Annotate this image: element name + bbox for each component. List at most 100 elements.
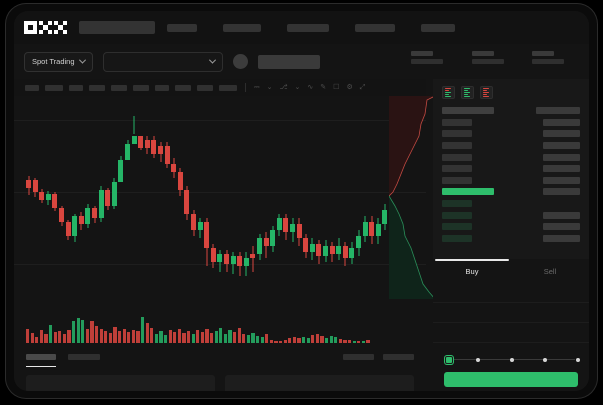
nav-item-1[interactable] (167, 23, 197, 32)
order-book-row-spread[interactable] (442, 186, 580, 198)
order-book-row-ask[interactable] (442, 140, 580, 152)
candle (111, 96, 117, 299)
order-book-rows[interactable] (433, 105, 589, 244)
candle-body (39, 192, 45, 200)
interval-button-5[interactable] (111, 84, 127, 91)
amount-percent-slider[interactable] (445, 355, 580, 364)
volume-bar (274, 341, 278, 343)
interval-button-4[interactable] (89, 84, 105, 91)
order-book-mode-buttons[interactable] (433, 79, 589, 105)
order-book-row-ask[interactable] (442, 163, 580, 175)
indicator-icon[interactable]: ⎓ (254, 84, 260, 91)
order-book-row-ask[interactable] (442, 151, 580, 163)
tab-sell[interactable]: Sell (543, 266, 557, 276)
chevron-down-icon-1[interactable]: ⌄ (266, 84, 273, 91)
pencil-icon[interactable]: ✎ (320, 84, 327, 91)
interval-button-6[interactable] (133, 84, 149, 91)
interval-button-1[interactable] (25, 84, 39, 91)
order-book-amount (543, 142, 580, 150)
interval-button-8[interactable] (175, 84, 191, 91)
candle-body (59, 208, 64, 222)
volume-bar (90, 321, 94, 343)
interval-button-10[interactable] (219, 84, 237, 91)
candle-body (362, 222, 368, 236)
orders-tab-list[interactable] (14, 347, 426, 367)
order-book-row-bid[interactable] (442, 209, 580, 221)
volume-bar (26, 329, 30, 343)
candle (382, 96, 388, 299)
orderbook-mode-asks[interactable] (480, 86, 493, 99)
tab-buy[interactable]: Buy (433, 259, 511, 283)
global-search-input[interactable] (79, 21, 155, 34)
bottom-tab-open-orders[interactable] (26, 354, 56, 367)
candle-body (303, 238, 309, 252)
order-book-row-ask[interactable] (442, 175, 580, 187)
order-book-row-bid[interactable] (442, 221, 580, 233)
candle-body (257, 238, 262, 254)
candle-body (52, 194, 58, 208)
price-input-row[interactable] (433, 303, 589, 323)
wave-indicator-icon[interactable]: ∿ (307, 84, 314, 91)
order-book-price (442, 165, 472, 173)
interval-buttons[interactable] (25, 84, 237, 91)
trading-pair-dropdown[interactable] (102, 51, 223, 72)
order-book-row-ask[interactable] (442, 117, 580, 129)
camera-icon[interactable]: ☐ (333, 84, 340, 91)
orders-actions[interactable] (343, 354, 414, 360)
nav-item-2[interactable] (223, 23, 261, 32)
candle-wick (133, 116, 135, 134)
chevron-down-icon-2[interactable]: ⌄ (294, 84, 301, 91)
candle-body (356, 236, 361, 248)
candle-body (105, 190, 111, 206)
nav-item-5[interactable] (421, 23, 455, 32)
candle-body (290, 224, 295, 232)
candle (85, 96, 91, 299)
volume-bar (95, 326, 99, 343)
candle-body (98, 190, 104, 218)
order-book-row-header[interactable] (442, 105, 580, 117)
interval-button-3[interactable] (69, 84, 83, 91)
interval-button-2[interactable] (45, 84, 63, 91)
settings-gear-icon[interactable]: ⚙ (346, 84, 353, 91)
orderbook-mode-bids[interactable] (461, 86, 474, 99)
slider-stop-50[interactable] (509, 357, 514, 362)
order-book-row-bid[interactable] (442, 198, 580, 210)
interval-button-9[interactable] (197, 84, 213, 91)
bottom-action-1[interactable] (343, 354, 374, 360)
candle (349, 96, 355, 299)
nav-item-4[interactable] (355, 23, 395, 32)
fullscreen-icon[interactable]: ⤢ (359, 84, 366, 91)
volume-bar (49, 325, 53, 343)
order-book-row-ask[interactable] (442, 128, 580, 140)
submit-buy-button[interactable] (444, 372, 578, 387)
candlestick-chart[interactable] (14, 96, 426, 299)
okx-logo-icon[interactable] (24, 21, 67, 34)
chart-type-icon[interactable]: ⎇ (279, 84, 288, 91)
order-book-row-bid[interactable] (442, 233, 580, 245)
slider-handle[interactable] (445, 355, 453, 364)
toolbar-icon-group[interactable]: ⎓ ⌄ ⎇ ⌄ ∿ ✎ ☐ ⚙ ⤢ (254, 84, 365, 91)
order-book-price (442, 234, 472, 242)
orderbook-mode-both[interactable] (442, 86, 455, 99)
bottom-action-2[interactable] (383, 354, 414, 360)
candle (316, 96, 322, 299)
slider-stop-75[interactable] (542, 357, 547, 362)
spot-trading-dropdown[interactable]: Spot Trading (24, 51, 93, 72)
volume-bar (35, 337, 39, 343)
candle (237, 96, 243, 299)
amount-input-row[interactable] (433, 323, 589, 343)
slider-stop-100[interactable] (576, 357, 580, 362)
volume-bar (269, 340, 273, 343)
order-book-price (442, 211, 472, 219)
nav-item-3[interactable] (287, 23, 329, 32)
volume-bar (237, 328, 241, 343)
interval-button-7[interactable] (155, 84, 169, 91)
slider-stop-25[interactable] (476, 357, 481, 362)
candle (105, 96, 111, 299)
volume-bar (58, 331, 62, 343)
trade-side-tabs[interactable]: Buy Sell (433, 259, 589, 283)
order-type-row[interactable] (433, 283, 589, 303)
candle-body (369, 222, 375, 236)
bottom-tab-order-history[interactable] (68, 354, 100, 360)
order-book-price (442, 130, 472, 138)
